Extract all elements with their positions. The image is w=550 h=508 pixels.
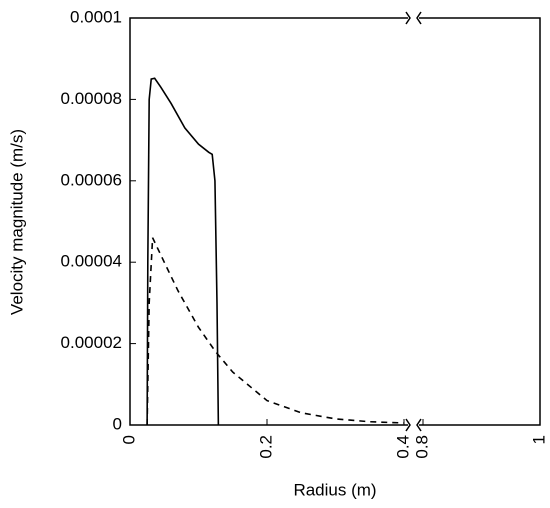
axis-break	[405, 418, 411, 432]
y-tick-label: 0.00002	[61, 333, 122, 352]
data-line	[146, 237, 405, 426]
y-tick-label: 0	[113, 414, 122, 433]
y-tick-label: 0.00008	[61, 89, 122, 108]
x-tick-label: 0.2	[256, 435, 275, 459]
y-tick-label: 0.00006	[61, 170, 122, 189]
axis-break	[416, 418, 422, 432]
x-axis-label: Radius (m)	[293, 480, 376, 499]
x-tick-label: 0.8	[412, 435, 431, 459]
x-tick-label: 0	[119, 435, 138, 444]
axis-break	[416, 11, 422, 25]
x-tick-label: 0.4	[393, 435, 412, 459]
x-tick-label: 1	[529, 435, 548, 444]
frame	[129, 17, 541, 426]
y-tick-label: 0.0001	[70, 7, 122, 26]
y-axis-label: Velocity magnitude (m/s)	[7, 129, 26, 315]
axis-break	[405, 11, 411, 25]
y-tick-label: 0.00004	[61, 252, 122, 271]
data-line	[146, 77, 220, 426]
